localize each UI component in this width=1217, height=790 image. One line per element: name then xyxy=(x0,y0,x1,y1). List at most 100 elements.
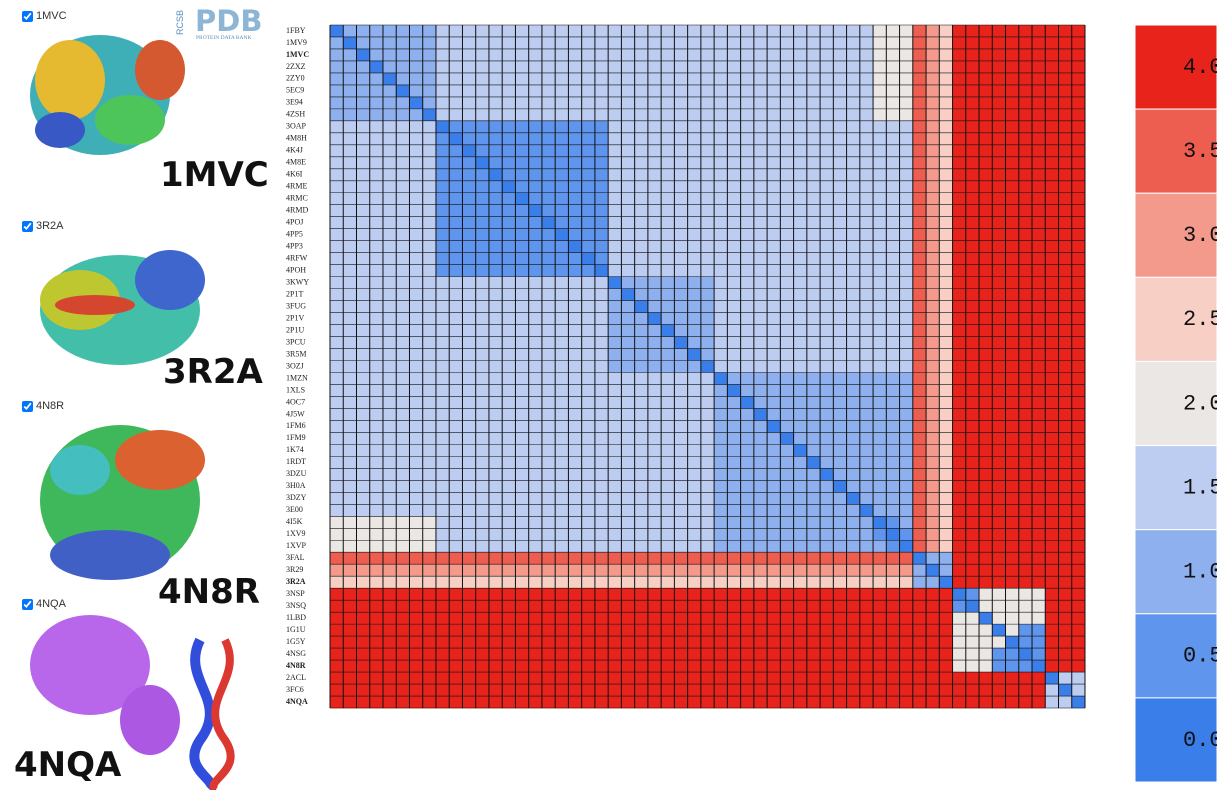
cell xyxy=(383,349,397,361)
cell xyxy=(409,241,423,253)
cell xyxy=(913,408,927,420)
cell xyxy=(330,660,344,672)
cell xyxy=(674,325,688,337)
cell xyxy=(608,432,622,444)
cell xyxy=(476,528,490,540)
cell xyxy=(1006,301,1020,313)
cell xyxy=(900,480,914,492)
cell xyxy=(555,289,569,301)
cell xyxy=(476,444,490,456)
cell xyxy=(727,456,741,468)
cell xyxy=(542,61,556,73)
cell xyxy=(873,672,887,684)
cell xyxy=(979,49,993,61)
cell xyxy=(688,61,702,73)
cell xyxy=(555,612,569,624)
cell xyxy=(1072,660,1086,672)
cell xyxy=(529,468,543,480)
cell xyxy=(621,349,635,361)
cell xyxy=(396,25,410,37)
cell xyxy=(635,408,649,420)
cell xyxy=(860,121,874,133)
cell xyxy=(794,480,808,492)
cell xyxy=(939,73,953,85)
cell xyxy=(688,193,702,205)
cell xyxy=(343,444,357,456)
cell xyxy=(820,480,834,492)
cell xyxy=(953,624,967,636)
cell xyxy=(608,588,622,600)
cell xyxy=(767,552,781,564)
cell xyxy=(833,444,847,456)
cell xyxy=(820,684,834,696)
cell xyxy=(794,25,808,37)
cell xyxy=(833,504,847,516)
cell xyxy=(343,277,357,289)
cell xyxy=(542,133,556,145)
cell xyxy=(900,169,914,181)
cell xyxy=(860,85,874,97)
cell xyxy=(515,289,529,301)
cell xyxy=(343,648,357,660)
cell xyxy=(648,217,662,229)
cell xyxy=(568,109,582,121)
cell xyxy=(1045,672,1059,684)
cell xyxy=(608,624,622,636)
cell xyxy=(542,109,556,121)
cell xyxy=(635,456,649,468)
cell xyxy=(1045,660,1059,672)
cell xyxy=(1072,217,1086,229)
cell xyxy=(979,181,993,193)
cell xyxy=(635,49,649,61)
cell xyxy=(1019,696,1033,708)
cell xyxy=(741,528,755,540)
cell xyxy=(582,289,596,301)
cell xyxy=(462,61,476,73)
cell xyxy=(1032,193,1046,205)
cell xyxy=(383,325,397,337)
cell xyxy=(992,97,1006,109)
cell xyxy=(674,25,688,37)
cell xyxy=(661,588,675,600)
cell xyxy=(555,480,569,492)
cell xyxy=(396,241,410,253)
cell xyxy=(741,25,755,37)
cell xyxy=(423,217,437,229)
cell xyxy=(820,576,834,588)
cell xyxy=(383,528,397,540)
cell xyxy=(860,516,874,528)
cell xyxy=(555,444,569,456)
cell xyxy=(1019,636,1033,648)
cell xyxy=(595,588,609,600)
cell xyxy=(807,408,821,420)
cell xyxy=(886,564,900,576)
cell xyxy=(330,253,344,265)
cell xyxy=(409,229,423,241)
cell xyxy=(1006,456,1020,468)
cell xyxy=(754,372,768,384)
cell xyxy=(1059,624,1073,636)
cell xyxy=(979,265,993,277)
cell xyxy=(833,420,847,432)
cell xyxy=(767,516,781,528)
cell xyxy=(568,696,582,708)
cell xyxy=(489,468,503,480)
cell xyxy=(542,564,556,576)
cell xyxy=(595,265,609,277)
cell xyxy=(542,97,556,109)
cell xyxy=(582,504,596,516)
cell xyxy=(502,600,516,612)
cell xyxy=(714,672,728,684)
cell xyxy=(383,600,397,612)
cell xyxy=(754,444,768,456)
cell xyxy=(688,696,702,708)
cell xyxy=(701,552,715,564)
cell xyxy=(383,492,397,504)
cell xyxy=(674,109,688,121)
cell xyxy=(555,684,569,696)
cell xyxy=(780,361,794,373)
cell xyxy=(356,193,370,205)
cell xyxy=(529,396,543,408)
cell xyxy=(648,612,662,624)
cell xyxy=(555,49,569,61)
